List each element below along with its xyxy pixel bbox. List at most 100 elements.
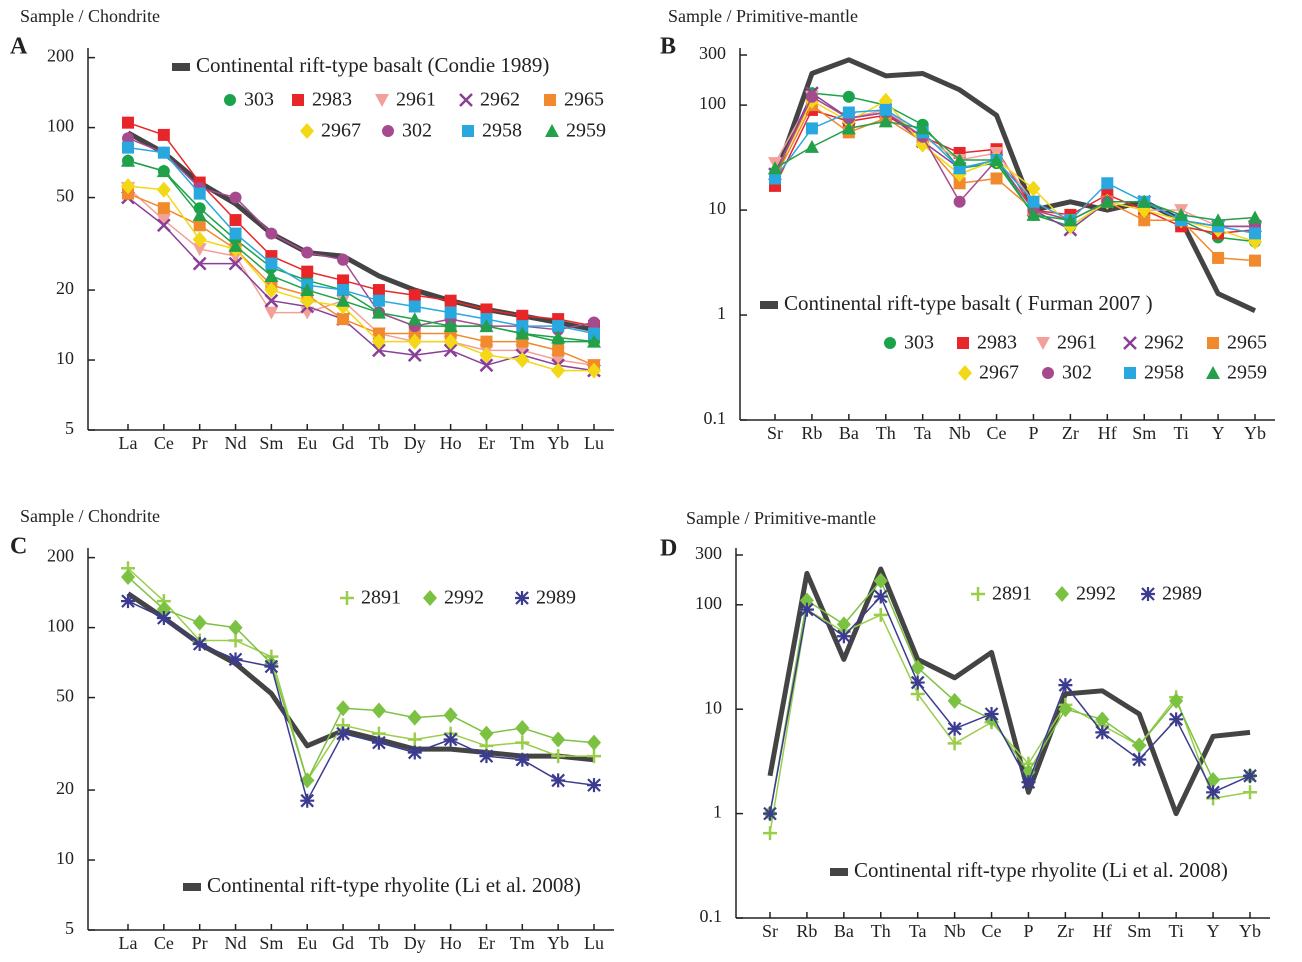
marker — [841, 121, 856, 135]
marker — [588, 327, 600, 340]
marker — [228, 633, 243, 648]
x-tick-label: Gd — [332, 933, 354, 953]
marker — [336, 293, 351, 307]
x-tick-label: Er — [478, 933, 495, 953]
marker — [300, 772, 315, 789]
y-tick-label: 5 — [65, 918, 74, 938]
x-tick-label: Ta — [909, 921, 927, 941]
marker — [372, 343, 386, 358]
marker — [480, 335, 493, 348]
legend-marker — [958, 365, 972, 381]
legend-label: 2967 — [321, 120, 361, 142]
x-tick-label: Dy — [404, 933, 426, 953]
x-tick-label: Gd — [332, 433, 354, 453]
marker — [444, 306, 457, 319]
marker — [265, 257, 278, 270]
x-tick-label: Ta — [914, 423, 932, 443]
legend-label: 2992 — [444, 587, 484, 609]
x-tick-label: Ba — [834, 921, 854, 941]
legend-swatch — [172, 63, 190, 71]
legend-label: Continental rift-type rhyolite (Li et al… — [854, 858, 1228, 882]
series-line — [769, 579, 1251, 814]
marker — [551, 749, 566, 764]
marker — [407, 709, 422, 726]
legend-label: Continental rift-type rhyolite (Li et al… — [207, 873, 581, 897]
marker — [836, 616, 851, 633]
marker — [1243, 768, 1257, 783]
y-tick-label: 200 — [47, 546, 74, 566]
marker — [265, 227, 278, 240]
legend-label: 2989 — [1162, 583, 1202, 605]
legend-label: 2965 — [564, 89, 604, 111]
marker — [1095, 725, 1110, 740]
marker — [121, 153, 135, 167]
marker — [192, 614, 207, 631]
marker — [122, 141, 134, 154]
marker — [515, 735, 530, 750]
y-axis-label: Sample / Chondrite — [20, 506, 160, 526]
x-tick-label: Zr — [1057, 921, 1074, 941]
marker — [552, 320, 565, 333]
y-tick-label: 1 — [717, 303, 726, 323]
marker — [228, 256, 243, 271]
marker — [121, 178, 135, 195]
marker — [1249, 227, 1261, 240]
marker — [264, 659, 279, 674]
marker — [337, 274, 350, 287]
legend-marker — [545, 124, 559, 137]
marker — [192, 231, 207, 248]
x-tick-label: P — [1028, 423, 1038, 443]
marker — [157, 202, 170, 215]
marker — [587, 778, 601, 793]
y-tick-label: 50 — [56, 186, 74, 206]
y-axis-label: Sample / Primitive-mantle — [686, 508, 876, 528]
marker — [947, 692, 962, 709]
series-line — [774, 109, 1256, 235]
y-tick-label: 300 — [695, 543, 722, 563]
legend-marker — [300, 123, 314, 139]
x-tick-label: Sr — [767, 423, 783, 443]
marker — [336, 700, 351, 717]
marker — [1132, 752, 1147, 767]
marker — [156, 601, 171, 618]
x-tick-label: Nd — [225, 433, 247, 453]
marker — [515, 352, 530, 369]
marker — [1021, 775, 1036, 790]
x-tick-label: Zr — [1062, 423, 1079, 443]
marker — [873, 589, 888, 604]
legend-label: 2962 — [1144, 332, 1184, 354]
marker — [300, 283, 315, 297]
legend-marker — [459, 93, 473, 107]
marker — [193, 187, 206, 200]
legend-marker — [1036, 337, 1050, 350]
y-tick-label: 50 — [56, 686, 74, 706]
marker — [301, 246, 314, 259]
marker — [121, 569, 135, 586]
marker — [192, 256, 207, 271]
marker — [480, 303, 493, 316]
marker — [1027, 195, 1040, 208]
legend-label: 2965 — [1227, 332, 1267, 354]
marker — [587, 749, 601, 764]
marker — [156, 181, 171, 198]
marker — [192, 208, 207, 222]
marker — [515, 719, 530, 736]
x-tick-label: Ba — [839, 423, 859, 443]
marker — [990, 172, 1003, 185]
marker — [551, 354, 566, 368]
marker — [337, 253, 350, 266]
legend-marker — [1206, 366, 1220, 379]
legend-label: 2962 — [480, 89, 520, 111]
marker — [763, 806, 777, 821]
legend-marker — [1124, 367, 1136, 379]
marker — [228, 619, 243, 636]
legend-label: 2891 — [992, 583, 1032, 605]
marker — [836, 629, 851, 644]
marker — [229, 191, 242, 204]
marker — [479, 725, 494, 742]
panel-label: D — [660, 536, 677, 562]
legend-marker — [423, 590, 437, 606]
y-tick-label: 10 — [56, 848, 74, 868]
legend-label: 302 — [402, 120, 432, 142]
marker — [156, 214, 171, 228]
